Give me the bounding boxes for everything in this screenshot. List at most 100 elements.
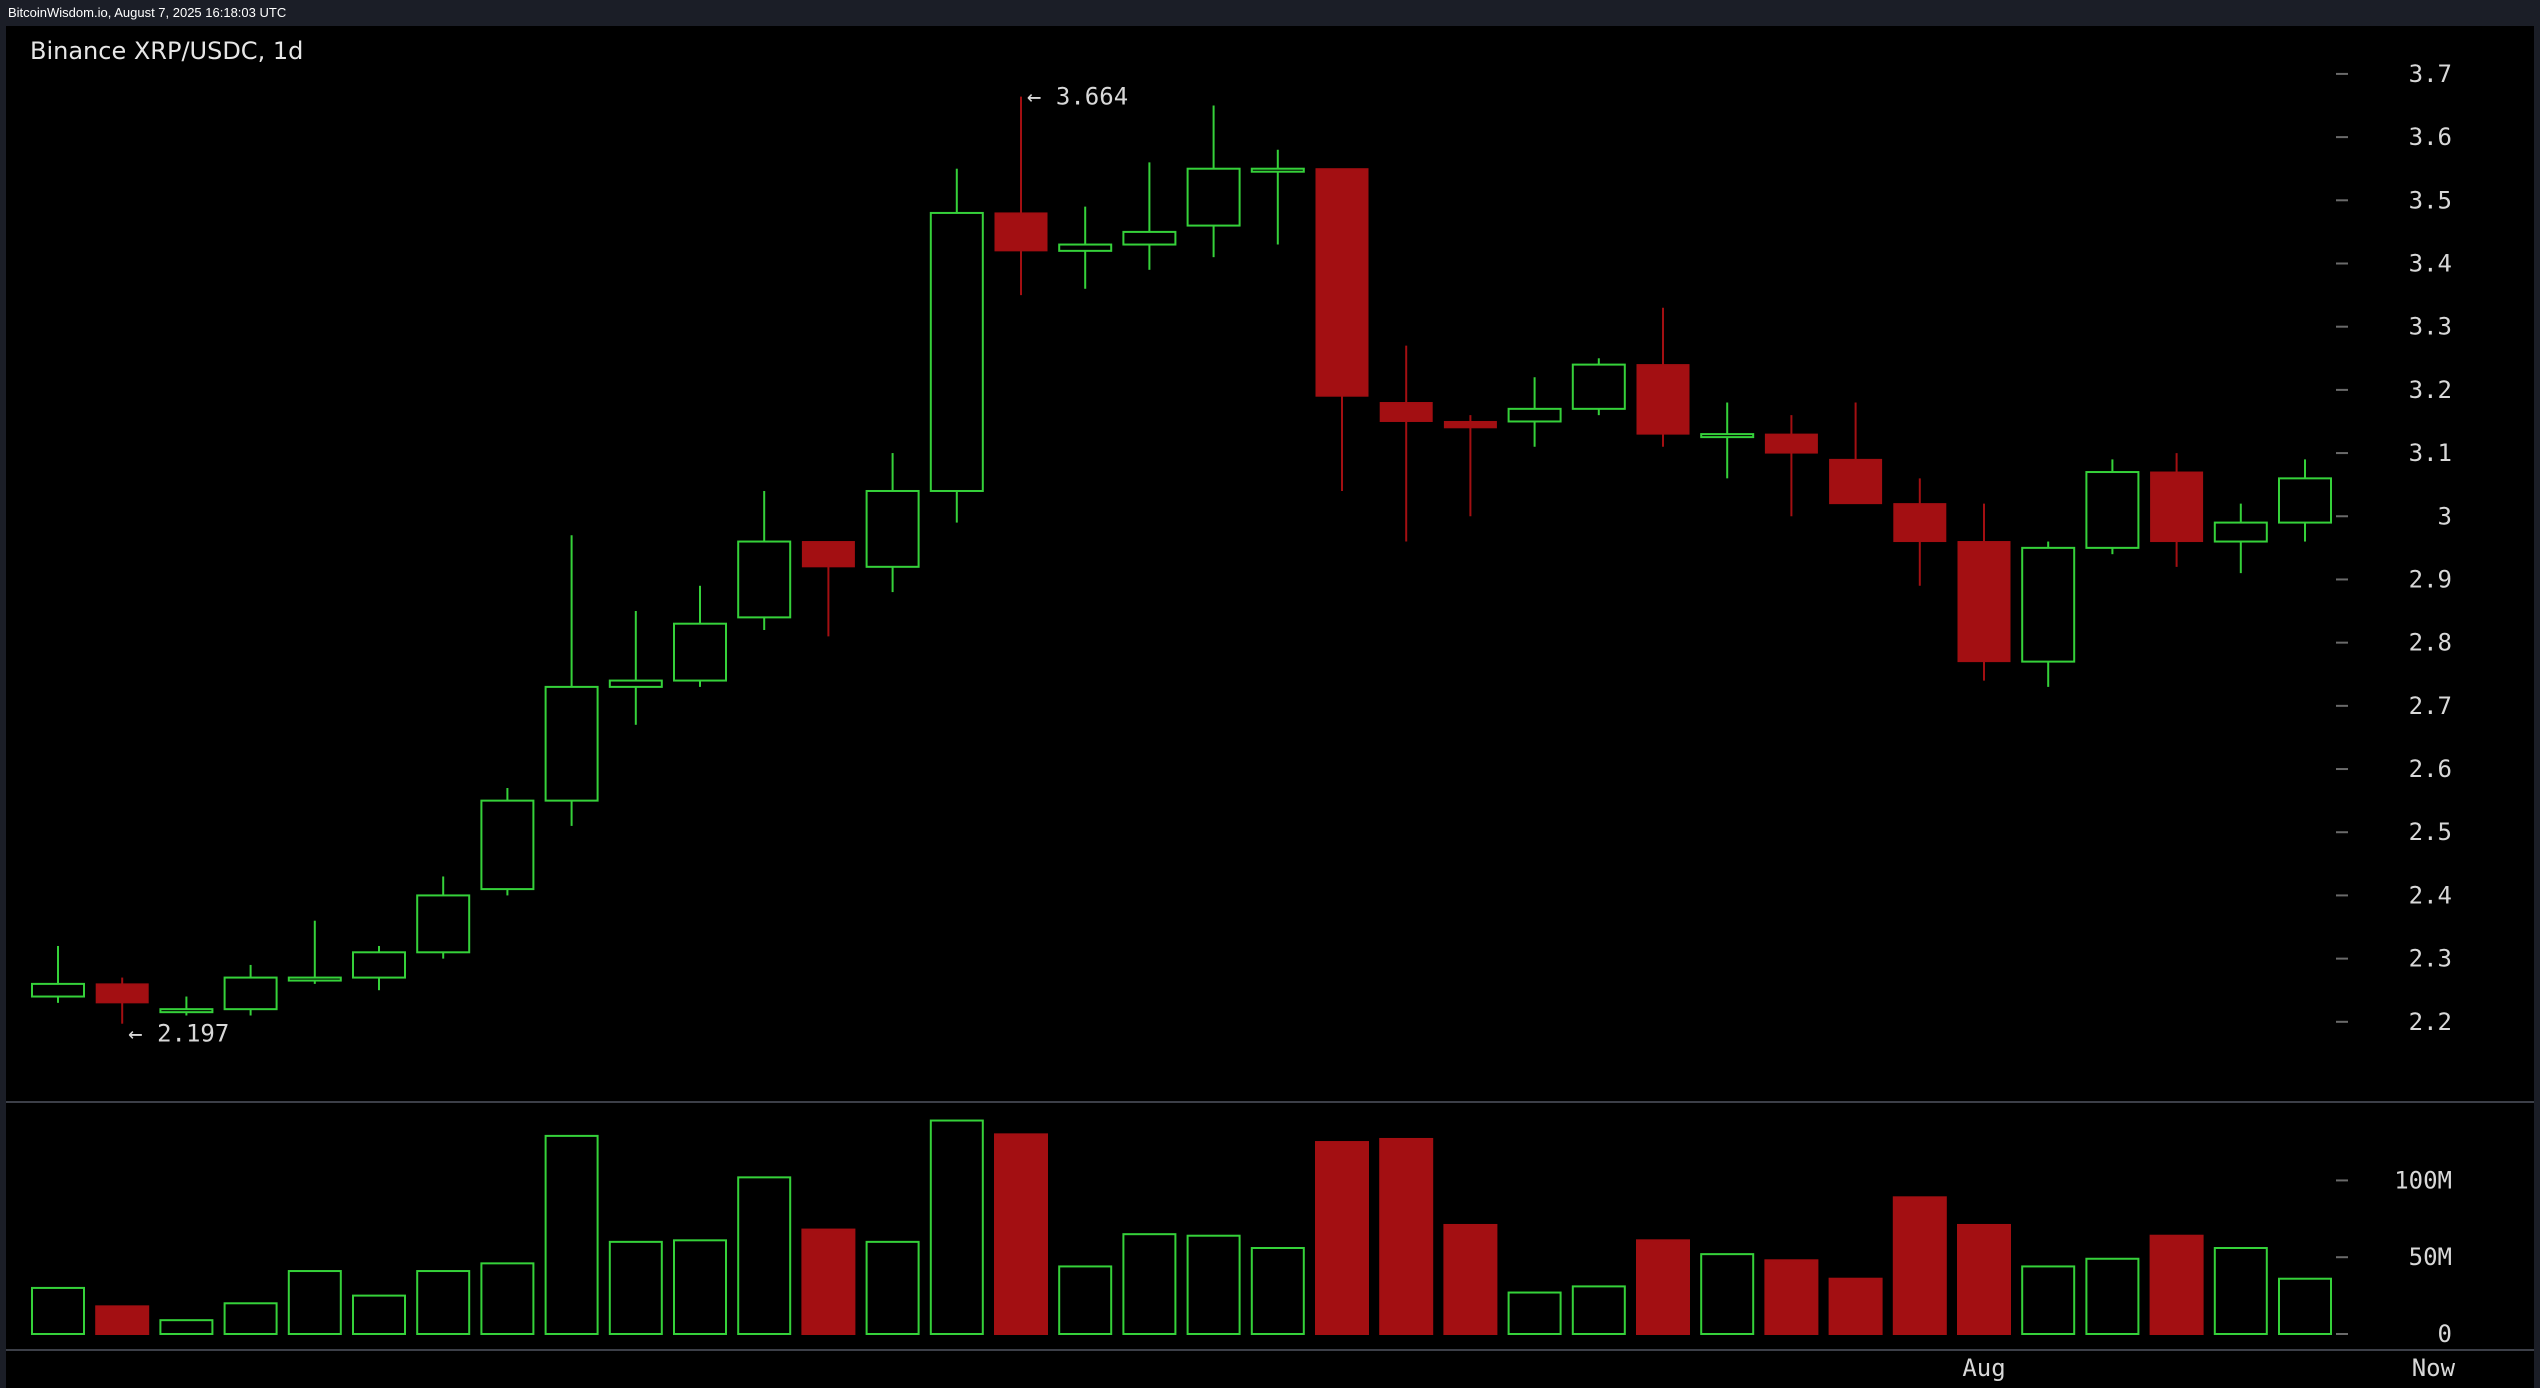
time-axis-label: Now <box>2412 1354 2456 1382</box>
price-tick-label: 2.6 <box>2409 755 2452 783</box>
volume-tick-label: 50M <box>2409 1243 2452 1271</box>
candle-body-up <box>416 894 471 954</box>
top-bar: BitcoinWisdom.io, August 7, 2025 16:18:0… <box>0 0 2540 26</box>
candle-body-up <box>1186 167 1241 227</box>
candle <box>95 977 149 1024</box>
candle-body-down <box>1829 458 1883 505</box>
volume-bar-up <box>223 1302 278 1336</box>
candle <box>1122 162 1177 270</box>
candle <box>673 585 727 687</box>
candle-body-up <box>223 976 278 1011</box>
price-axis: 2.2 2.3 2.4 2.5 2.6 2.7 2.8 2.9 3 3.1 3.2 3.3 3.4 3.5… <box>2336 60 2452 1036</box>
candle-body-down <box>801 541 855 568</box>
volume-bar-up <box>416 1270 471 1336</box>
candle-body-down <box>1764 433 1818 454</box>
volume-bar-up <box>2085 1257 2140 1335</box>
volume-bar-up <box>673 1239 727 1335</box>
volume-bar-up <box>737 1176 792 1336</box>
volume-bar-up <box>480 1262 535 1336</box>
price-annotation: ← 2.197 <box>128 1020 229 1048</box>
timestamp-caption: BitcoinWisdom.io, August 7, 2025 16:18:0… <box>8 5 287 20</box>
candle-body-down <box>1315 168 1369 397</box>
candle-body-up <box>1122 230 1177 246</box>
candle <box>287 920 342 984</box>
volume-bar-down <box>1892 1196 1947 1335</box>
price-pane-bg <box>6 26 2534 1388</box>
candle-body-up <box>865 489 920 568</box>
volume-bar-down <box>801 1228 856 1335</box>
candle-body-up <box>1571 363 1626 410</box>
price-tick-label: 3.4 <box>2409 249 2452 277</box>
volume-bar-down <box>1828 1277 1883 1335</box>
candle-body-up <box>1250 167 1305 173</box>
candle-body-down <box>1957 541 2011 663</box>
price-tick-label: 2.7 <box>2409 692 2452 720</box>
candle-body-up <box>352 951 406 979</box>
candle <box>737 490 792 631</box>
price-tick-label: 3.5 <box>2409 186 2452 214</box>
volume-bar-down <box>95 1305 150 1336</box>
candle <box>1636 307 1690 447</box>
candle <box>1571 358 1626 416</box>
candle <box>1829 402 1883 505</box>
candle-body-up <box>287 976 342 982</box>
candle-body-down <box>95 983 149 1004</box>
volume-bar-up <box>1250 1247 1305 1335</box>
candle-body-up <box>159 1008 214 1014</box>
volume-bar-up <box>929 1119 984 1336</box>
candle-body-up <box>31 982 85 998</box>
volume-bar-up <box>1186 1234 1241 1335</box>
candle <box>1379 345 1433 542</box>
volume-tick-label: 0 <box>2438 1320 2452 1348</box>
time-axis: Aug Now <box>1962 1354 2455 1382</box>
candle-body-down <box>1636 364 1690 435</box>
candle <box>1700 402 1755 479</box>
volume-bar-up <box>865 1240 920 1336</box>
volume-bar-up <box>2213 1247 2268 1335</box>
candle <box>1058 206 1113 289</box>
volume-bar-down <box>994 1133 1048 1336</box>
volume-tick-label: 100M <box>2394 1166 2452 1194</box>
candle-body-up <box>737 540 792 619</box>
candle-body-up <box>929 211 984 492</box>
chart-panel: Binance XRP/USDC, 1d 2.2 2.3 2.4 2.5 2.6 2.7 2… <box>0 26 2540 1388</box>
candle <box>1315 168 1369 491</box>
price-tick-label: 2.8 <box>2409 629 2452 657</box>
volume-bar-down <box>1957 1223 2011 1335</box>
price-tick-label: 3 <box>2438 502 2452 530</box>
candle <box>1186 105 1241 258</box>
price-tick-label: 2.2 <box>2409 1008 2452 1036</box>
candle <box>223 964 278 1016</box>
volume-bar-up <box>1571 1285 1626 1335</box>
candle-body-down <box>1443 420 1497 429</box>
price-tick-label: 2.3 <box>2409 945 2452 973</box>
candle <box>2085 459 2140 555</box>
candle <box>608 611 663 725</box>
price-tick-label: 3.7 <box>2409 60 2452 88</box>
price-tick-label: 2.9 <box>2409 565 2452 593</box>
chart-title: Binance XRP/USDC, 1d <box>30 37 303 65</box>
candle <box>1250 149 1305 245</box>
price-tick-label: 2.4 <box>2409 881 2452 909</box>
candle <box>2278 459 2332 542</box>
volume-bar-up <box>608 1240 663 1336</box>
volume-bar-up <box>1700 1253 1755 1335</box>
candlestick-chart[interactable]: Binance XRP/USDC, 1d 2.22.32.42.52.62.72… <box>0 26 2540 1388</box>
volume-bar-up <box>2278 1277 2332 1335</box>
candle <box>1893 478 1947 586</box>
candle <box>865 453 920 593</box>
candle-body-down <box>994 212 1048 252</box>
candle-body-up <box>2213 521 2268 543</box>
candle-body-up <box>2278 477 2332 524</box>
candle-body-up <box>544 685 599 802</box>
candle-body-up <box>2085 471 2140 549</box>
candle-body-down <box>1893 503 1947 543</box>
volume-bar-down <box>1443 1223 1498 1335</box>
price-tick-label: 3.6 <box>2409 123 2452 151</box>
candle-body-up <box>673 622 727 682</box>
price-tick-label: 3.2 <box>2409 376 2452 404</box>
candle-body-down <box>1379 402 1433 422</box>
candle <box>480 787 535 896</box>
candle <box>1507 377 1562 447</box>
candle <box>929 168 984 523</box>
